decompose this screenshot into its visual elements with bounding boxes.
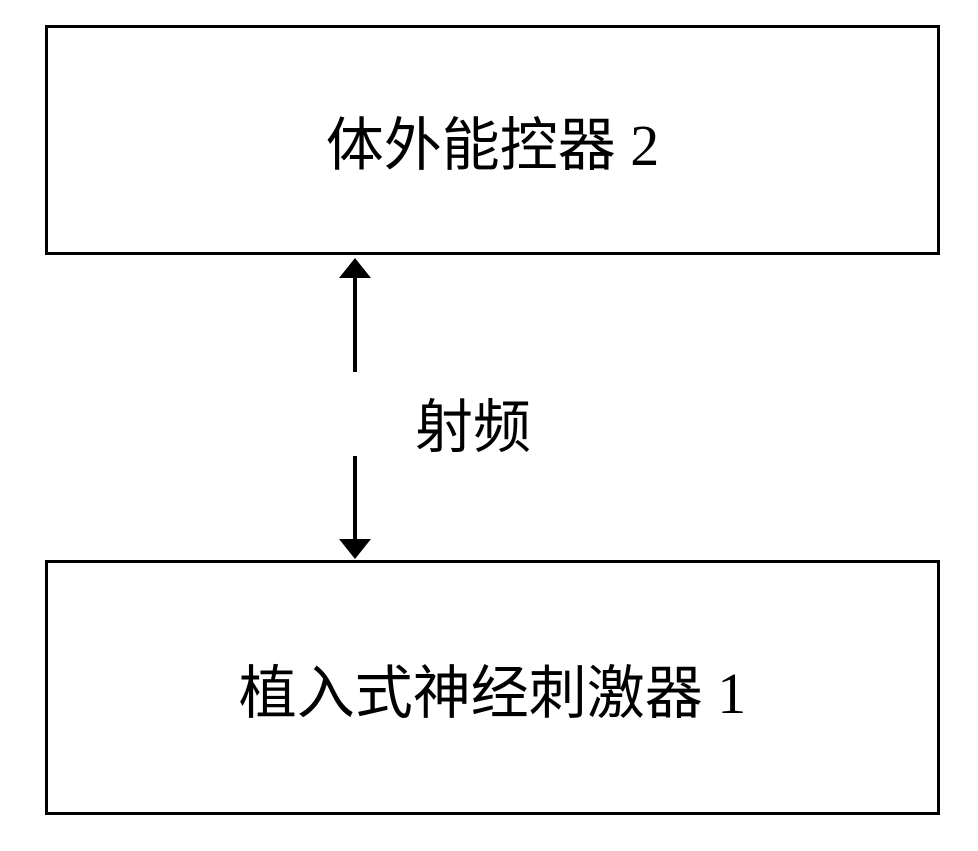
arrow-line-top: [353, 274, 357, 372]
top-box-label: 体外能控器 2: [326, 98, 660, 182]
top-box: 体外能控器 2: [45, 25, 940, 255]
arrowhead-up: [339, 258, 371, 278]
arrowhead-down: [339, 539, 371, 559]
connector-label: 射频: [415, 380, 531, 464]
bottom-box: 植入式神经刺激器 1: [45, 560, 940, 815]
bottom-box-label: 植入式神经刺激器 1: [239, 646, 747, 730]
arrow-line-bottom: [353, 456, 357, 544]
